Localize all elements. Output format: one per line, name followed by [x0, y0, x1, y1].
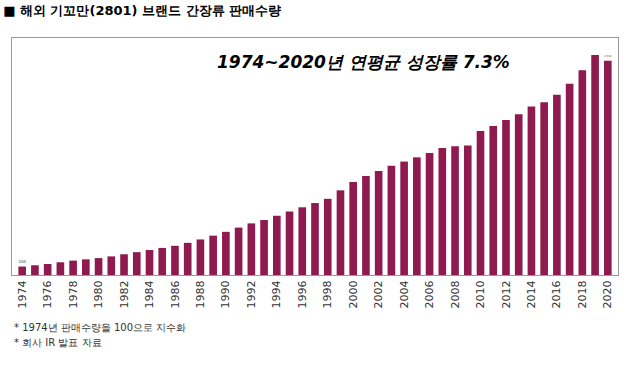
svg-text:1980: 1980 — [92, 280, 105, 308]
svg-text:1976: 1976 — [41, 280, 54, 308]
svg-text:2004: 2004 — [398, 280, 411, 308]
svg-text:1974: 1974 — [16, 280, 29, 308]
svg-text:2016: 2016 — [550, 280, 563, 308]
svg-text:2,532: 2,532 — [604, 55, 612, 58]
svg-text:1994: 1994 — [270, 280, 283, 308]
svg-text:1996: 1996 — [296, 280, 309, 308]
svg-text:2012: 2012 — [500, 280, 513, 308]
svg-text:1998: 1998 — [321, 280, 334, 308]
svg-text:1990: 1990 — [219, 280, 232, 308]
svg-text:2008: 2008 — [449, 280, 462, 308]
svg-text:2020: 2020 — [601, 280, 614, 308]
svg-text:* 1974년 판매수량을 100으로 지수화: * 1974년 판매수량을 100으로 지수화 — [14, 322, 186, 333]
svg-text:1988: 1988 — [194, 280, 207, 308]
svg-text:1986: 1986 — [169, 280, 182, 308]
svg-text:2006: 2006 — [423, 280, 436, 308]
svg-text:2014: 2014 — [525, 280, 538, 308]
svg-text:2000: 2000 — [347, 280, 360, 308]
svg-text:2002: 2002 — [372, 280, 385, 308]
svg-text:100: 100 — [18, 259, 26, 264]
svg-text:2010: 2010 — [474, 280, 487, 308]
svg-text:2018: 2018 — [576, 280, 589, 308]
svg-text:1992: 1992 — [245, 280, 258, 308]
svg-text:* 회사 IR 발표 자료: * 회사 IR 발표 자료 — [14, 337, 102, 348]
svg-text:1982: 1982 — [118, 280, 131, 308]
svg-text:1974~2020년 연평균 성장률 7.3%: 1974~2020년 연평균 성장률 7.3% — [217, 52, 510, 72]
svg-text:1984: 1984 — [143, 280, 156, 308]
svg-text:■ 해외 기꼬만(2801) 브랜드 간장류 판매수량: ■ 해외 기꼬만(2801) 브랜드 간장류 판매수량 — [3, 3, 281, 18]
svg-text:1978: 1978 — [67, 280, 80, 308]
